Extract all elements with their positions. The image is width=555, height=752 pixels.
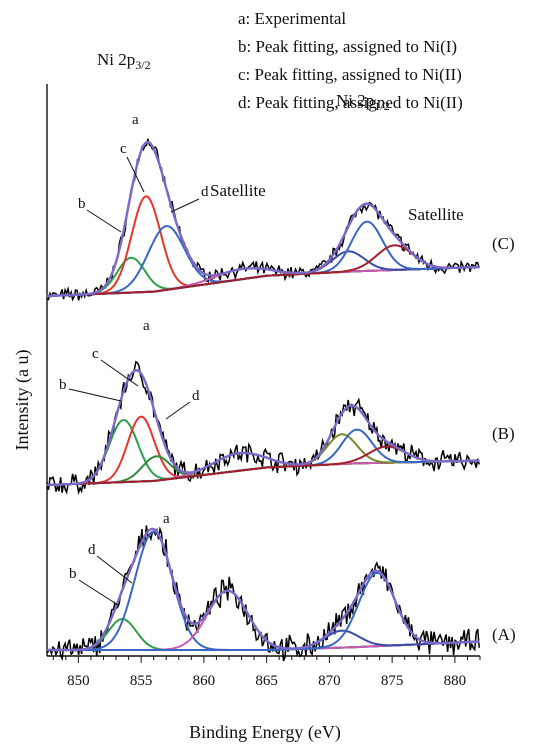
panel-c [46,138,480,302]
curve-label-c-c: c [120,141,127,157]
peak-label-ni-2p3-2: Ni 2p3/2 [97,50,151,72]
curve-label-c-b: c [92,346,99,362]
legend-item-c: c: Peak fitting, assigned to Ni(II) [238,65,462,84]
panel-label-b: (B) [492,424,515,443]
legend: a: Experimental b: Peak fitting, assigne… [238,9,463,112]
series-experimental-b [46,360,480,496]
x-axis-ticks: 850 855 860 865 870 875 880 [52,656,481,689]
x-tick-label: 860 [193,673,216,689]
series-experimental-a [46,525,480,662]
series-envelope-b [46,369,480,487]
y-axis-title: Intensity (a u) [12,350,33,451]
arrow-d-a [96,555,133,584]
arrow-d-c [170,198,200,213]
curve-label-b-c: b [78,196,86,212]
satellite-label-2: Satellite [408,205,464,224]
arrow-c-b [100,359,139,387]
series-peak-c-b-1 [46,415,480,486]
panel-label-c: (C) [492,234,515,253]
panel-a-annotations: a d b [69,511,170,606]
arrow-b-c [86,209,122,233]
x-tick-label: 880 [444,673,467,689]
curve-label-a-a: a [163,511,170,527]
series-peak-d-a-1 [47,530,480,651]
arrow-b-b [68,388,122,402]
satellite-label-1: Satellite [210,181,266,200]
arrow-b-a [78,579,119,606]
x-tick-label: 855 [130,673,153,689]
series-envelope-c [46,140,480,298]
panel-a [46,525,480,662]
arrow-c-c [126,156,145,193]
legend-item-d: d: Peak fitting, assigned to Ni(II) [238,93,463,112]
series-peak-d-c-2 [46,225,480,297]
x-tick-label: 850 [67,673,90,689]
legend-item-a: a: Experimental [238,9,346,28]
series-envelope-a [47,527,480,652]
x-tick-label: 870 [318,673,341,689]
panel-b [46,360,480,496]
x-tick-label: 865 [255,673,278,689]
plot-area [46,138,480,662]
legend-item-b: b: Peak fitting, assigned to Ni(I) [238,37,457,56]
series-peak-sat-c-5 [46,220,480,297]
arrow-d-b [165,401,191,420]
curve-label-b-b: b [59,377,67,393]
series-peak-sat-c-6 [46,244,480,297]
curve-label-a-b: a [143,318,150,334]
curve-label-d-a: d [88,542,96,558]
curve-label-a-c: a [132,112,139,128]
peak-label-ni-2p1-2: Ni 2p1/2 [336,91,390,113]
curve-label-d-c: d [201,184,209,200]
panel-c-annotations: Ni 2p3/2 Ni 2p1/2 Satellite Satellite a … [78,50,464,233]
x-axis-title: Binding Energy (eV) [189,722,341,743]
x-tick-label: 875 [381,673,404,689]
panel-b-annotations: a c b d [59,318,200,420]
panel-label-a: (A) [492,625,516,644]
curve-label-b-a: b [69,566,77,582]
curve-label-d-b: d [192,388,200,404]
